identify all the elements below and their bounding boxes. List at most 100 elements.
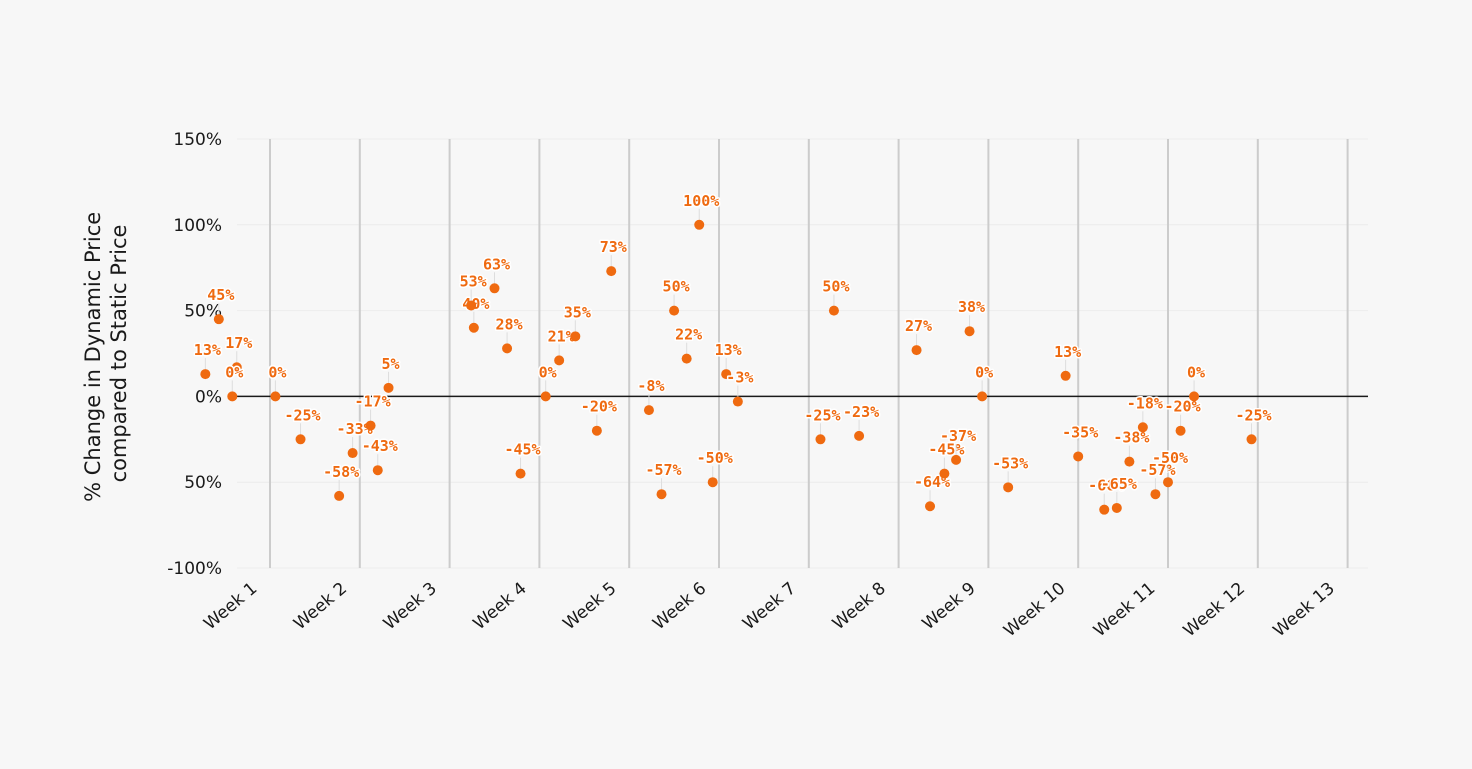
- data-label-41: -66%: [1088, 477, 1124, 495]
- data-point-15: [515, 468, 526, 479]
- data-point-12: [466, 300, 477, 311]
- y-tick-label-2: 50%: [184, 302, 222, 322]
- y-axis: 150% 100% 50% 0% 50% -100%: [167, 130, 222, 579]
- data-point-11: [468, 322, 479, 333]
- data-label-45: -57%: [1139, 461, 1175, 479]
- x-tick-label-2: Week 2: [290, 579, 351, 635]
- data-label-27: 13%: [715, 341, 742, 359]
- data-point-24: [681, 353, 692, 364]
- data-label-43: -38%: [1113, 429, 1149, 447]
- data-label-46: -50%: [1152, 449, 1188, 467]
- x-tick-label-12: Week 12: [1180, 579, 1249, 642]
- data-label-3: 0%: [225, 363, 243, 381]
- data-label-8: -17%: [355, 393, 391, 411]
- data-point-23: [669, 305, 680, 316]
- data-label-1: 45%: [207, 286, 234, 304]
- data-label-23: 50%: [663, 278, 690, 296]
- data-point-8: [365, 420, 376, 431]
- data-label-22: -57%: [645, 461, 681, 479]
- data-point-18: [570, 331, 581, 342]
- data-point-1: [213, 314, 224, 325]
- y-tick-label-5: -100%: [167, 559, 222, 579]
- data-label-9: -43%: [362, 437, 398, 455]
- x-axis: Week 1 Week 2 Week 3 Week 4 Week 5 Week 6 Week…: [200, 579, 1339, 642]
- y-tick-label-3: 0%: [195, 387, 222, 407]
- data-point-9: [372, 465, 383, 476]
- data-point-40: [1073, 451, 1084, 462]
- data-label-2: 17%: [225, 334, 252, 352]
- data-label-25: 100%: [683, 192, 719, 210]
- data-point-30: [828, 305, 839, 316]
- data-point-14: [502, 343, 513, 354]
- data-label-7: -33%: [337, 420, 373, 438]
- y-axis-title: % Change in Dynamic Price compared to St…: [81, 205, 131, 502]
- data-point-10: [383, 382, 394, 393]
- data-point-27: [721, 369, 732, 380]
- x-tick-label-3: Week 3: [380, 579, 441, 635]
- data-point-0: [200, 369, 211, 380]
- data-point-29: [815, 434, 826, 445]
- y-tick-label-1: 100%: [173, 216, 222, 236]
- data-label-20: 73%: [600, 238, 627, 256]
- data-label-14: 28%: [496, 315, 523, 333]
- data-point-37: [977, 391, 988, 402]
- data-point-32: [911, 345, 922, 356]
- data-label-49: -25%: [1235, 406, 1271, 424]
- data-point-28: [732, 396, 743, 407]
- data-label-0: 13%: [194, 341, 221, 359]
- data-label-30: 50%: [822, 278, 849, 296]
- x-tick-label-7: Week 7: [739, 579, 800, 635]
- data-point-6: [334, 490, 345, 501]
- data-point-5: [295, 434, 306, 445]
- data-point-36: [964, 326, 975, 337]
- data-point-22: [656, 489, 667, 500]
- data-label-31: -23%: [843, 403, 879, 421]
- data-label-13: 63%: [483, 255, 510, 273]
- data-label-16: 0%: [539, 363, 557, 381]
- data-label-48: 0%: [1187, 363, 1205, 381]
- data-point-49: [1246, 434, 1257, 445]
- x-tick-label-6: Week 6: [649, 579, 710, 635]
- data-label-24: 22%: [675, 326, 702, 344]
- data-point-13: [489, 283, 500, 294]
- x-tick-label-1: Week 1: [200, 579, 261, 635]
- data-label-40: -35%: [1062, 423, 1098, 441]
- data-point-20: [606, 266, 617, 277]
- data-point-48: [1189, 391, 1200, 402]
- data-label-47: -20%: [1165, 398, 1201, 416]
- data-point-42: [1111, 502, 1122, 513]
- data-point-4: [270, 391, 281, 402]
- data-label-32: 27%: [905, 317, 932, 335]
- data-point-7: [347, 448, 358, 459]
- data-label-28: -3%: [726, 369, 753, 387]
- data-label-37: 0%: [975, 363, 993, 381]
- data-point-17: [554, 355, 565, 366]
- data-label-39: 13%: [1054, 343, 1081, 361]
- data-point-34: [939, 468, 950, 479]
- data-point-31: [854, 430, 865, 441]
- data-point-19: [591, 425, 602, 436]
- data-point-25: [694, 219, 705, 230]
- data-point-41: [1099, 504, 1110, 515]
- data-label-6: -58%: [323, 463, 359, 481]
- data-label-15: -45%: [504, 441, 540, 459]
- data-label-5: -25%: [284, 406, 320, 424]
- data-label-36: 38%: [958, 298, 985, 316]
- y-axis-title-line-2: compared to Static Price: [107, 225, 131, 483]
- data-label-19: -20%: [581, 398, 617, 416]
- data-label-29: -25%: [804, 406, 840, 424]
- data-label-4: 0%: [268, 363, 286, 381]
- data-point-43: [1124, 456, 1135, 467]
- y-tick-label-4: 50%: [184, 473, 222, 493]
- data-point-47: [1175, 425, 1186, 436]
- data-label-35: -37%: [940, 427, 976, 445]
- x-tick-label-5: Week 5: [559, 579, 620, 635]
- data-label-12: 53%: [460, 272, 487, 290]
- data-label-38: -53%: [992, 454, 1028, 472]
- x-tick-label-11: Week 11: [1090, 579, 1159, 642]
- data-label-18: 35%: [564, 303, 591, 321]
- data-point-21: [643, 405, 654, 416]
- data-label-26: -50%: [697, 449, 733, 467]
